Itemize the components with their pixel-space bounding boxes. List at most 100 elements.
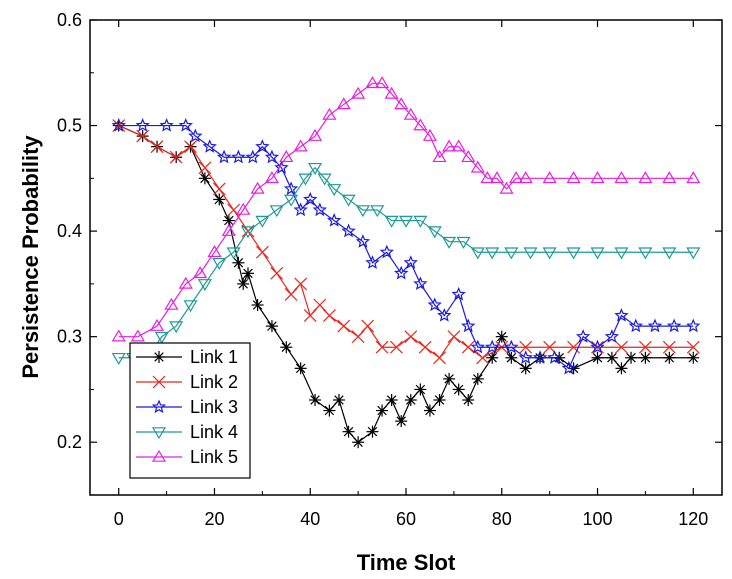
data-point [413, 215, 428, 228]
data-point [149, 318, 165, 331]
data-point [470, 160, 485, 173]
data-point [313, 298, 327, 312]
data-point [307, 128, 323, 141]
x-tick-label: 20 [204, 509, 224, 529]
data-point [566, 247, 581, 260]
data-point [269, 205, 284, 218]
data-point [279, 150, 294, 163]
data-point [519, 362, 532, 375]
data-point [366, 425, 379, 438]
data-point [226, 247, 241, 260]
series-2 [112, 119, 700, 365]
data-point [647, 318, 663, 333]
data-point [375, 76, 390, 89]
data-point [561, 360, 576, 375]
legend-entry: Link 2 [136, 372, 238, 392]
data-point [518, 171, 533, 184]
x-tick-label: 0 [114, 509, 124, 529]
series-line [118, 125, 694, 359]
data-point [303, 191, 318, 206]
data-point [274, 160, 289, 174]
data-point [351, 86, 366, 99]
data-point [427, 226, 442, 239]
data-point [403, 255, 418, 269]
data-point [662, 171, 677, 184]
series-line [118, 124, 694, 370]
data-point [375, 340, 389, 354]
data-point [575, 329, 591, 343]
data-point [686, 318, 701, 333]
data-point [283, 181, 299, 196]
data-point [443, 372, 456, 385]
data-point [404, 330, 418, 344]
data-point [169, 321, 184, 334]
data-point [433, 351, 446, 365]
data-point [153, 351, 165, 363]
legend-label: Link 5 [190, 447, 238, 467]
data-point [389, 340, 403, 354]
data-point [395, 415, 408, 428]
data-point [470, 247, 485, 260]
data-point [112, 119, 126, 132]
x-tick-label: 40 [300, 509, 320, 529]
data-point [130, 329, 145, 342]
data-point [666, 318, 682, 333]
data-point [504, 247, 519, 260]
data-point [686, 171, 701, 184]
y-axis-title: Persistence Probability [18, 135, 43, 379]
data-point [202, 139, 217, 153]
data-point [169, 150, 183, 164]
data-point [625, 351, 638, 364]
x-tick-label: 80 [492, 509, 512, 529]
data-point [342, 425, 355, 438]
data-point [236, 202, 251, 215]
data-point [111, 117, 126, 132]
data-point [486, 351, 499, 364]
ticks-layer: 0 20 40 60 80 100 120 0.2 0.3 0.4 0.5 0.6 [57, 10, 722, 529]
data-point [255, 245, 269, 259]
legend-label: Link 1 [190, 347, 238, 367]
data-point [499, 181, 514, 194]
data-point [293, 139, 308, 152]
data-point [188, 128, 203, 143]
data-point [221, 223, 236, 236]
data-point [312, 202, 328, 217]
data-point [355, 234, 371, 248]
data-point [159, 117, 174, 132]
data-point [298, 173, 313, 186]
data-point [365, 76, 380, 89]
data-point [662, 247, 677, 260]
data-point [197, 279, 212, 292]
data-point [323, 404, 336, 417]
data-point [245, 149, 260, 164]
data-point [614, 247, 629, 260]
data-point [322, 309, 336, 322]
x-axis-title: Time Slot [357, 550, 456, 575]
data-point [433, 394, 446, 406]
data-point [638, 247, 653, 260]
data-point [270, 266, 284, 280]
data-point [376, 404, 389, 417]
data-point [193, 266, 208, 279]
data-point [384, 215, 399, 228]
data-point [567, 340, 581, 354]
data-point [452, 383, 465, 396]
data-point [207, 245, 222, 258]
data-point [447, 330, 461, 344]
data-point [687, 351, 700, 364]
data-point [542, 171, 557, 184]
legend-label: Link 4 [190, 422, 238, 442]
data-point [111, 352, 126, 365]
series-layer [111, 76, 701, 449]
data-point [504, 339, 519, 354]
data-point [309, 394, 322, 406]
data-point [322, 107, 337, 120]
data-point [662, 340, 676, 354]
data-point [151, 427, 167, 440]
data-point [567, 362, 580, 375]
data-point [379, 244, 395, 259]
data-point [604, 329, 620, 343]
data-point [111, 329, 126, 342]
data-point [255, 215, 270, 228]
data-point [365, 255, 380, 269]
